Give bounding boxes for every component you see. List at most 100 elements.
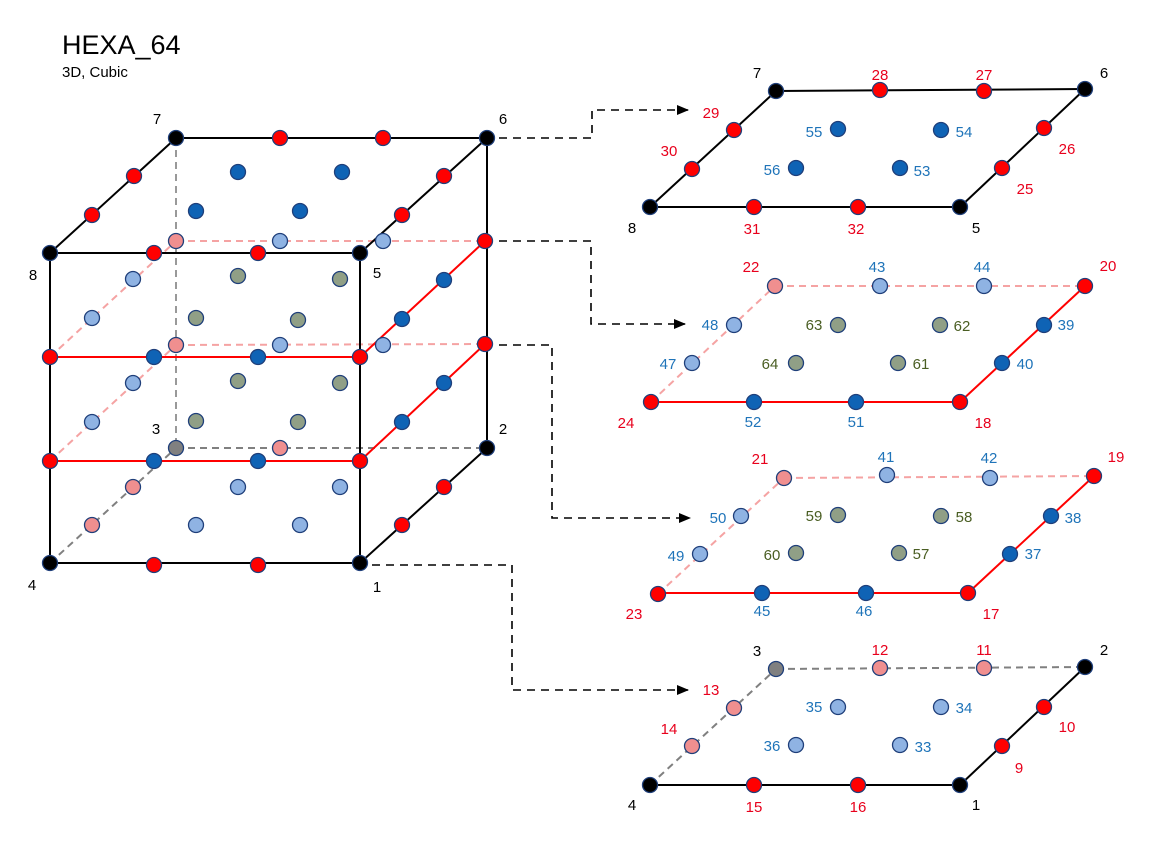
layer-node: [849, 198, 867, 216]
cube-corner-label: 6: [499, 111, 507, 128]
cube-node: [124, 478, 142, 496]
cube-corner-label: 8: [29, 267, 37, 284]
node-label: 58: [956, 509, 973, 526]
cube-node: [351, 348, 369, 366]
node-label: 41: [878, 449, 895, 466]
node-label: 52: [745, 414, 762, 431]
cube-node: [333, 163, 351, 181]
cube-node: [393, 413, 411, 431]
cube-corner-label: 7: [153, 111, 161, 128]
layer-node: [891, 736, 909, 754]
node-label: 27: [976, 67, 993, 84]
node-label: 42: [981, 450, 998, 467]
layer-top-edge: [775, 88, 1086, 92]
node-label: 54: [956, 124, 973, 141]
cube-node: [351, 554, 369, 572]
cube-node: [249, 556, 267, 574]
cube-node: [145, 244, 163, 262]
layer-node: [932, 121, 950, 139]
layer-node: [683, 737, 701, 755]
node-label: 31: [744, 221, 761, 238]
layer-node: [871, 81, 889, 99]
node-label: 56: [764, 162, 781, 179]
layer-node: [787, 159, 805, 177]
cube-node: [83, 309, 101, 327]
node-label: 25: [1017, 181, 1034, 198]
layer-node: [641, 198, 659, 216]
cube-node: [187, 309, 205, 327]
node-label: 64: [762, 356, 779, 373]
node-label: 4: [628, 797, 636, 814]
layer-lower-right-edge: [359, 343, 486, 462]
layer-node: [1035, 316, 1053, 334]
cube-corner-label: 2: [499, 421, 507, 438]
node-label: 49: [668, 548, 685, 565]
cube-node: [291, 516, 309, 534]
layer-node: [1001, 545, 1019, 563]
layer-node: [1085, 467, 1103, 485]
cube-node: [41, 348, 59, 366]
hidden-bottom-left-edge: [49, 447, 177, 564]
cube-node: [351, 452, 369, 470]
node-label: 21: [752, 451, 769, 468]
cube-node: [229, 163, 247, 181]
cube-node: [167, 439, 185, 457]
layer-node: [878, 466, 896, 484]
layer-node: [871, 277, 889, 295]
layer-node: [891, 159, 909, 177]
layer-bottom-edge: [775, 666, 1086, 670]
layer-node: [975, 277, 993, 295]
node-label: 12: [872, 642, 889, 659]
node-label: 15: [746, 799, 763, 816]
cube-node: [187, 412, 205, 430]
layer-node: [766, 277, 784, 295]
node-label: 43: [869, 259, 886, 276]
cube-node: [83, 206, 101, 224]
node-label: 30: [661, 143, 678, 160]
node-label: 26: [1059, 141, 1076, 158]
layer-node: [1035, 119, 1053, 137]
cube-node: [476, 232, 494, 250]
cube-node: [393, 310, 411, 328]
node-label: 18: [975, 415, 992, 432]
layer-lower-middle-edge: [783, 475, 1095, 479]
layer-bottom-edge: [959, 666, 1086, 786]
layer-node: [951, 198, 969, 216]
layer-node: [889, 354, 907, 372]
node-label: 44: [974, 259, 991, 276]
layer-node: [732, 507, 750, 525]
node-label: 7: [753, 65, 761, 82]
layer-node: [1076, 80, 1094, 98]
node-label: 8: [628, 220, 636, 237]
layer-upper-middle-edge: [959, 285, 1086, 403]
node-label: 13: [703, 682, 720, 699]
layer-node: [725, 699, 743, 717]
node-label: 46: [856, 603, 873, 620]
node-label: 11: [976, 642, 992, 659]
node-label: 22: [743, 259, 760, 276]
arrow-to-upper-middle-layer: [499, 240, 686, 329]
layer-node: [745, 393, 763, 411]
node-label: 57: [913, 546, 930, 563]
node-label: 59: [806, 508, 823, 525]
cube-node: [374, 232, 392, 250]
layer-node: [683, 354, 701, 372]
node-label: 45: [754, 603, 771, 620]
node-label: 40: [1017, 356, 1034, 373]
layer-node: [1076, 658, 1094, 676]
layer-node: [642, 393, 660, 411]
node-label: 48: [702, 317, 719, 334]
cube-node: [249, 348, 267, 366]
layer-node: [1035, 698, 1053, 716]
node-label: 51: [848, 414, 865, 431]
node-label: 47: [660, 356, 677, 373]
node-label: 6: [1100, 65, 1108, 82]
cube-node: [187, 516, 205, 534]
node-label: 38: [1065, 510, 1082, 527]
cube-node: [374, 129, 392, 147]
node-label: 17: [983, 606, 1000, 623]
layer-node: [847, 393, 865, 411]
cube-node: [289, 311, 307, 329]
diagram-subtitle: 3D, Cubic: [62, 64, 128, 81]
cube-node: [167, 336, 185, 354]
